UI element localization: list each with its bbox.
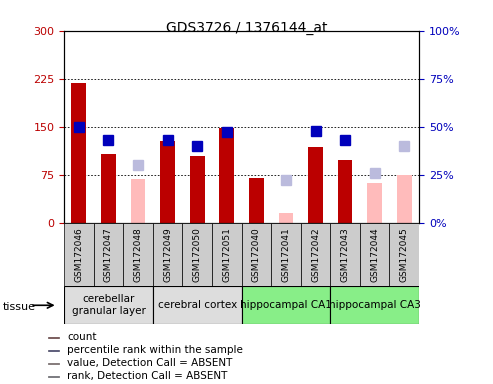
Bar bbox=[338, 160, 352, 223]
Text: hippocampal CA1: hippocampal CA1 bbox=[240, 300, 332, 310]
Text: tissue: tissue bbox=[2, 302, 35, 312]
Bar bbox=[131, 179, 145, 223]
Text: GSM172049: GSM172049 bbox=[163, 227, 172, 282]
Text: cerebellar
granular layer: cerebellar granular layer bbox=[71, 295, 145, 316]
Bar bbox=[94, 223, 123, 286]
Text: GSM172043: GSM172043 bbox=[341, 227, 350, 282]
Text: GSM172050: GSM172050 bbox=[193, 227, 202, 282]
Text: count: count bbox=[68, 332, 97, 342]
Bar bbox=[271, 223, 301, 286]
Text: percentile rank within the sample: percentile rank within the sample bbox=[68, 345, 244, 355]
Bar bbox=[64, 286, 153, 324]
Bar bbox=[182, 223, 212, 286]
Bar bbox=[101, 154, 116, 223]
Text: GSM172044: GSM172044 bbox=[370, 227, 379, 282]
Bar bbox=[71, 83, 86, 223]
Bar bbox=[330, 223, 360, 286]
Text: GSM172051: GSM172051 bbox=[222, 227, 231, 282]
Bar bbox=[360, 223, 389, 286]
Bar bbox=[48, 337, 59, 338]
Text: GSM172045: GSM172045 bbox=[400, 227, 409, 282]
Bar bbox=[48, 376, 59, 377]
Bar bbox=[301, 223, 330, 286]
Text: GSM172042: GSM172042 bbox=[311, 227, 320, 282]
Bar bbox=[153, 286, 242, 324]
Bar bbox=[397, 175, 412, 223]
Bar bbox=[308, 147, 323, 223]
Text: cerebral cortex: cerebral cortex bbox=[158, 300, 237, 310]
Text: GSM172040: GSM172040 bbox=[252, 227, 261, 282]
Text: GDS3726 / 1376144_at: GDS3726 / 1376144_at bbox=[166, 21, 327, 35]
Bar bbox=[48, 350, 59, 351]
Bar bbox=[212, 223, 242, 286]
Bar bbox=[249, 178, 264, 223]
Bar bbox=[123, 223, 153, 286]
Bar bbox=[389, 223, 419, 286]
Bar bbox=[367, 183, 382, 223]
Bar bbox=[64, 223, 94, 286]
Text: GSM172048: GSM172048 bbox=[134, 227, 142, 282]
Bar bbox=[330, 286, 419, 324]
Text: hippocampal CA3: hippocampal CA3 bbox=[329, 300, 421, 310]
Text: GSM172047: GSM172047 bbox=[104, 227, 113, 282]
Text: value, Detection Call = ABSENT: value, Detection Call = ABSENT bbox=[68, 358, 233, 368]
Bar bbox=[242, 286, 330, 324]
Bar bbox=[190, 156, 205, 223]
Bar bbox=[48, 362, 59, 364]
Bar bbox=[153, 223, 182, 286]
Text: GSM172041: GSM172041 bbox=[282, 227, 290, 282]
Bar bbox=[160, 141, 175, 223]
Bar bbox=[242, 223, 271, 286]
Bar bbox=[219, 128, 234, 223]
Text: GSM172046: GSM172046 bbox=[74, 227, 83, 282]
Text: rank, Detection Call = ABSENT: rank, Detection Call = ABSENT bbox=[68, 371, 228, 381]
Bar bbox=[279, 213, 293, 223]
